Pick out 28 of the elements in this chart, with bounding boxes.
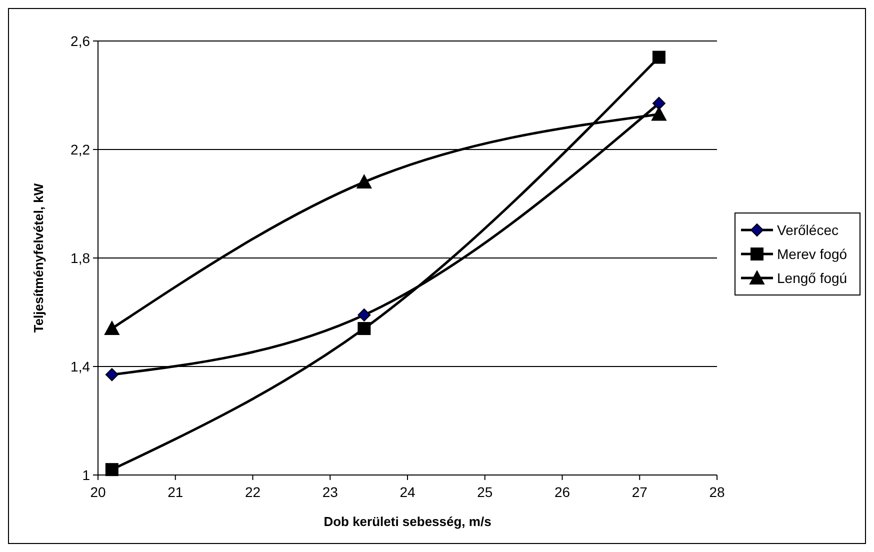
y-tick-label: 1,4	[70, 358, 90, 374]
y-axis-title: Teljesítményfelvétel, kW	[31, 182, 46, 333]
x-tick-label: 20	[90, 484, 106, 500]
point	[105, 368, 118, 382]
legend-label: Lengő fogú	[777, 270, 848, 286]
y-tick-label: 2,2	[70, 141, 90, 158]
x-tick-label: 28	[709, 484, 725, 500]
x-tick-label: 22	[244, 484, 261, 500]
legend-label: Verőlécec	[777, 222, 838, 238]
x-tick-label: 26	[554, 484, 570, 500]
x-tick-label: 21	[168, 484, 184, 500]
y-tick-label: 2,6	[70, 32, 90, 49]
point	[652, 96, 666, 110]
x-tick-label: 25	[477, 484, 493, 500]
point	[651, 106, 666, 121]
point	[358, 308, 371, 322]
point	[356, 174, 372, 189]
x-tick-label: 24	[400, 484, 416, 500]
point	[358, 322, 371, 336]
point	[652, 50, 666, 64]
y-tick-label: 1	[82, 466, 90, 483]
y-tick-label: 1,8	[70, 250, 90, 266]
legend-label: Merev fogó	[777, 246, 848, 262]
x-tick-label: 23	[322, 484, 338, 500]
point	[105, 463, 118, 476]
point	[104, 321, 120, 336]
x-tick-label: 27	[632, 484, 648, 500]
x-axis-title: Dob kerületi sebesség, m/s	[324, 514, 492, 529]
